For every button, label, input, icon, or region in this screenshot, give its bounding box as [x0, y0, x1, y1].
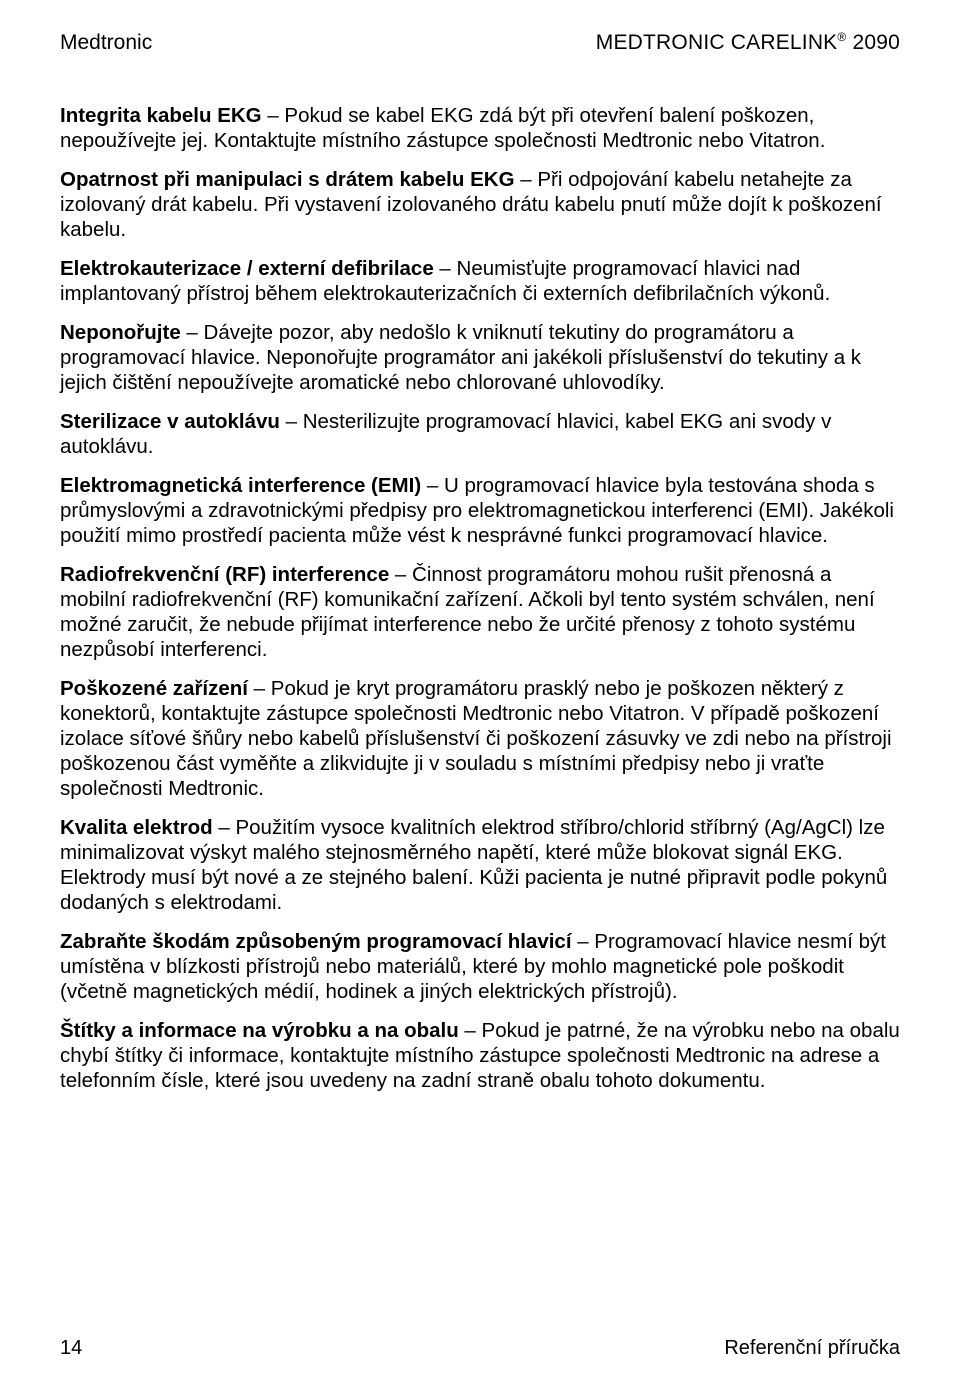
paragraph: Kvalita elektrod – Použitím vysoce kvali… — [60, 815, 900, 915]
footer-label: Referenční příručka — [724, 1337, 900, 1360]
header-product-right: MEDTRONIC CARELINK® 2090 — [596, 30, 900, 55]
paragraph: Zabraňte škodám způsobeným programovací … — [60, 929, 900, 1004]
header-brand-left: Medtronic — [60, 31, 152, 55]
paragraph-heading: Elektrokauterizace / externí defibrilace — [60, 257, 434, 280]
paragraph-heading: Opatrnost při manipulaci s drátem kabelu… — [60, 168, 515, 191]
paragraph: Integrita kabelu EKG – Pokud se kabel EK… — [60, 103, 900, 153]
paragraph-heading: Kvalita elektrod — [60, 816, 213, 839]
paragraph-text: – Dávejte pozor, aby nedošlo k vniknutí … — [60, 321, 861, 394]
paragraph-heading: Štítky a informace na výrobku a na obalu — [60, 1019, 459, 1042]
paragraph-heading: Integrita kabelu EKG — [60, 104, 262, 127]
paragraph-heading: Neponořujte — [60, 321, 181, 344]
paragraph-heading: Sterilizace v autoklávu — [60, 410, 280, 433]
paragraph: Opatrnost při manipulaci s drátem kabelu… — [60, 167, 900, 242]
body-content: Integrita kabelu EKG – Pokud se kabel EK… — [60, 103, 900, 1317]
paragraph: Elektromagnetická interference (EMI) – U… — [60, 473, 900, 548]
header-product-suffix: 2090 — [846, 31, 900, 54]
header-product-prefix: MEDTRONIC CARELINK — [596, 31, 838, 54]
paragraph: Sterilizace v autoklávu – Nesterilizujte… — [60, 409, 900, 459]
paragraph-heading: Poškozené zařízení — [60, 677, 248, 700]
paragraph: Elektrokauterizace / externí defibrilace… — [60, 256, 900, 306]
paragraph: Neponořujte – Dávejte pozor, aby nedošlo… — [60, 320, 900, 395]
paragraph: Radiofrekvenční (RF) interference – Činn… — [60, 562, 900, 662]
page-container: Medtronic MEDTRONIC CARELINK® 2090 Integ… — [0, 0, 960, 1400]
paragraph-heading: Zabraňte škodám způsobeným programovací … — [60, 930, 572, 953]
paragraph-heading: Elektromagnetická interference (EMI) — [60, 474, 421, 497]
page-number: 14 — [60, 1337, 82, 1360]
paragraph-heading: Radiofrekvenční (RF) interference — [60, 563, 389, 586]
paragraph: Štítky a informace na výrobku a na obalu… — [60, 1018, 900, 1093]
page-footer: 14 Referenční příručka — [60, 1317, 900, 1360]
page-header: Medtronic MEDTRONIC CARELINK® 2090 — [60, 30, 900, 55]
paragraph: Poškozené zařízení – Pokud je kryt progr… — [60, 676, 900, 801]
